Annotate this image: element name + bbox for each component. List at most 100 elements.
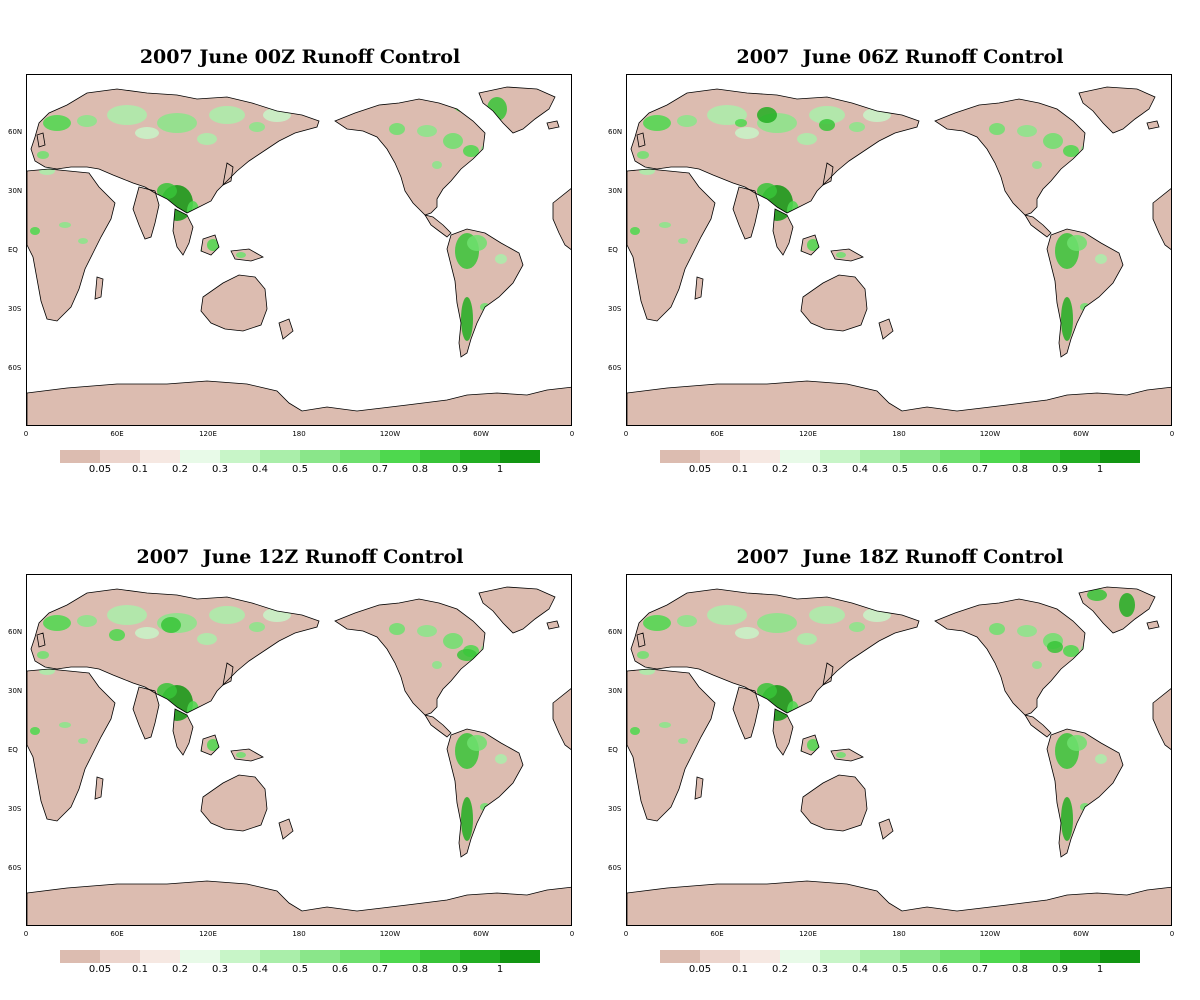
coastline-madagascar: [94, 276, 104, 300]
colorbar-label: 0.1: [732, 464, 748, 475]
map-panel-12z: 2007 June 12Z Runoff Control 60N 30N EQ 30S 6…: [0, 500, 600, 1000]
lon-label: 120W: [979, 430, 1001, 438]
runoff-patch: [236, 252, 246, 258]
land-iceland: [1147, 621, 1159, 629]
runoff-patch: [637, 151, 649, 159]
colorbar-cell: [60, 950, 100, 963]
lat-label: 30N: [608, 187, 623, 195]
colorbar-cell: [340, 950, 380, 963]
colorbar-cell: [100, 450, 140, 463]
runoff-patch: [659, 722, 671, 728]
colorbar-label: 0.6: [932, 964, 948, 975]
runoff-patch: [1067, 735, 1087, 751]
runoff-patch: [807, 239, 819, 251]
coastline-greenland: [478, 86, 556, 134]
colorbar-cell: [100, 950, 140, 963]
land-newzealand: [879, 819, 893, 839]
coastline-japan: [822, 162, 834, 186]
colorbar-cell: [900, 950, 940, 963]
lon-label: 60E: [710, 430, 724, 438]
runoff-patch: [757, 183, 777, 199]
colorbar-cell: [220, 950, 260, 963]
lat-label: EQ: [8, 746, 18, 754]
colorbar-cell: [180, 450, 220, 463]
lon-label: 120E: [199, 430, 217, 438]
coastline-borneo: [800, 234, 820, 256]
coastline-britain: [636, 132, 646, 148]
runoff-patch: [630, 727, 640, 735]
runoff-patch: [43, 115, 71, 131]
panel-title: 2007 June 06Z Runoff Control: [736, 46, 1064, 68]
colorbar-labels: 0.05 0.1 0.2 0.3 0.4 0.5 0.6 0.7 0.8 0.9 1: [660, 964, 1140, 978]
colorbar-cell: [700, 950, 740, 963]
coastline-seasia: [172, 708, 194, 756]
coastline-africaright: [552, 688, 571, 750]
panel-title: 2007 June 00Z Runoff Control: [139, 46, 461, 68]
runoff-patch: [797, 633, 817, 645]
land-australia: [801, 775, 867, 831]
colorbar-cell: [700, 450, 740, 463]
runoff-patch: [263, 608, 291, 622]
coastline-japan: [222, 662, 234, 686]
lat-label: 60N: [8, 128, 23, 136]
land-britain: [37, 633, 45, 647]
land-namerica: [335, 599, 485, 715]
colorbar-label: 0.4: [252, 464, 268, 475]
coastline-africa: [27, 668, 116, 822]
lon-label: 0: [1169, 930, 1175, 938]
coastline-namerica: [334, 598, 486, 716]
runoff-patch: [495, 754, 507, 764]
land-africa: [627, 669, 715, 821]
runoff-patch: [1017, 625, 1037, 637]
colorbar-label: 0.8: [412, 464, 428, 475]
runoff-patch: [111, 681, 123, 689]
coastline-seasia: [772, 208, 794, 256]
colorbar-cell: [820, 450, 860, 463]
colorbar-label: 0.5: [292, 964, 308, 975]
colorbar-labels: 0.05 0.1 0.2 0.3 0.4 0.5 0.6 0.7 0.8 0.9 1: [60, 964, 540, 978]
coastline-borneo: [800, 734, 820, 756]
land-eurasia: [31, 589, 319, 713]
colorbar-label: 1: [496, 464, 504, 475]
runoff-patch: [37, 651, 49, 659]
lat-label: 60S: [608, 364, 622, 372]
runoff-patch: [43, 615, 71, 631]
land-australia: [201, 275, 267, 331]
runoff-patch: [757, 613, 797, 633]
runoff-patch: [432, 661, 442, 669]
land-iceland: [1147, 121, 1159, 129]
lon-label: 180: [892, 430, 906, 438]
world-map: [27, 586, 571, 925]
coastline-africa: [627, 168, 716, 322]
coastline-seasia: [772, 708, 794, 756]
lon-label: 180: [292, 430, 306, 438]
colorbar-label: 0.2: [172, 464, 188, 475]
land-newzealand: [279, 319, 293, 339]
land-eurasia: [631, 589, 919, 713]
colorbar-cell: [300, 450, 340, 463]
coastline-greenland: [478, 586, 556, 634]
colorbar-cell: [260, 950, 300, 963]
colorbar-label: 0.4: [252, 964, 268, 975]
coastline-greenland: [1078, 86, 1156, 134]
colorbar-cell: [900, 450, 940, 463]
world-map: [27, 86, 571, 425]
coastline-antarctica: [627, 380, 1171, 425]
runoff-patch: [659, 222, 671, 228]
colorbar-label: 0.7: [372, 964, 388, 975]
land-australia: [801, 275, 867, 331]
lon-label: 0: [23, 430, 29, 438]
colorbar: [60, 950, 540, 963]
runoff-patch: [735, 119, 747, 127]
land-britain: [637, 133, 645, 147]
lon-label: 0: [1169, 430, 1175, 438]
runoff-patch: [135, 127, 159, 139]
runoff-patch: [707, 105, 747, 125]
lat-label: 30N: [8, 187, 23, 195]
runoff-patch: [757, 683, 777, 699]
land-africa: [627, 169, 715, 321]
runoff-patch: [630, 227, 640, 235]
runoff-patch: [209, 606, 245, 624]
runoff-patch: [495, 254, 507, 264]
colorbar-label: 0.05: [688, 964, 712, 975]
